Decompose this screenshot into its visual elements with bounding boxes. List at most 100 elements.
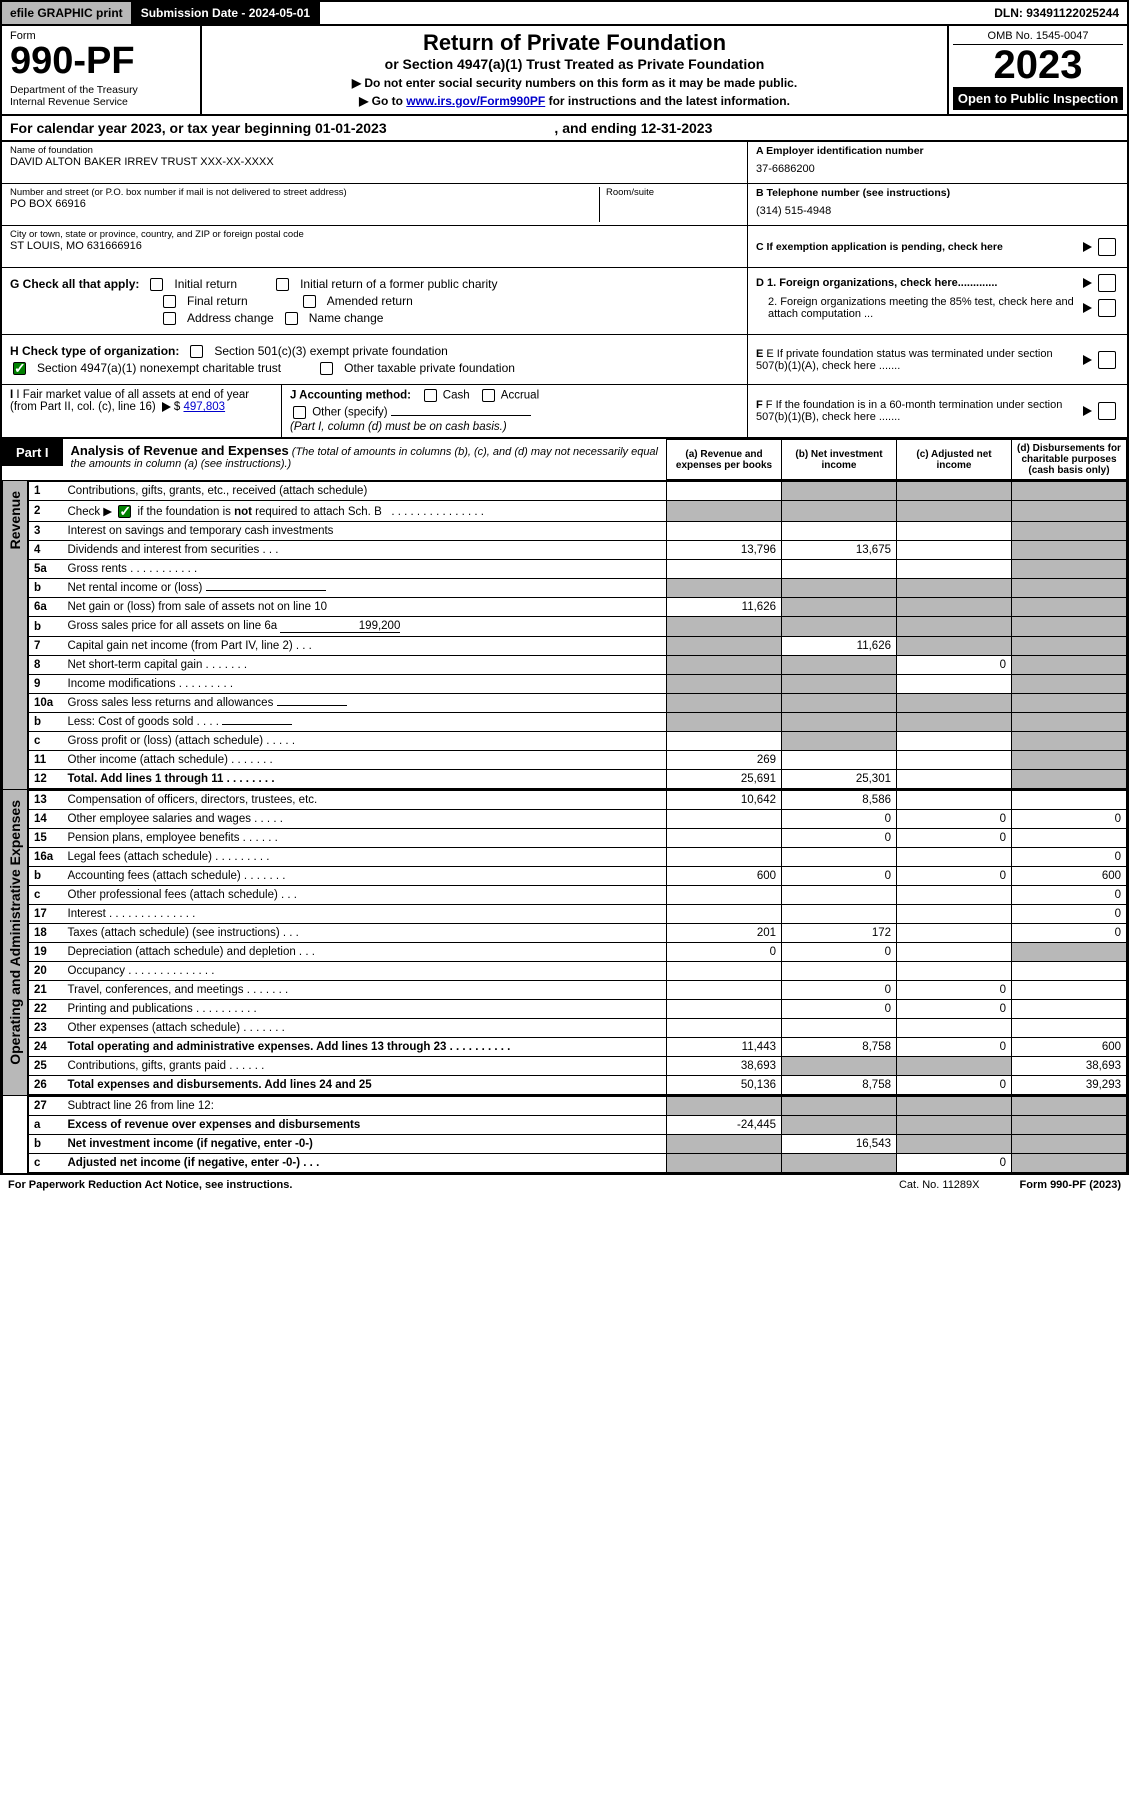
expenses-section: Operating and Administrative Expenses 13… (2, 790, 1127, 1096)
f-label: F F If the foundation is in a 60-month t… (756, 399, 1080, 423)
form-ref: Form 990-PF (2023) (1020, 1179, 1122, 1191)
open-public: Open to Public Inspection (953, 87, 1123, 110)
h-opt1: Section 501(c)(3) exempt private foundat… (214, 344, 447, 358)
addr: PO BOX 66916 (10, 198, 599, 210)
g-name-checkbox[interactable] (285, 312, 298, 325)
g-opt-0: Initial return (174, 277, 237, 291)
part1-title: Analysis of Revenue and Expenses (71, 443, 289, 458)
cy-end: 12-31-2023 (641, 120, 713, 136)
arrow-icon (1083, 242, 1092, 252)
instr-2-pre: ▶ Go to (359, 94, 406, 108)
j-other-checkbox[interactable] (293, 406, 306, 419)
revenue-section: Revenue 1Contributions, gifts, grants, e… (2, 481, 1127, 790)
col-c-hdr: (c) Adjusted net income (897, 440, 1012, 480)
j-note: (Part I, column (d) must be on cash basi… (290, 421, 739, 433)
cy-mid: , and ending (554, 120, 640, 136)
phone-label: B Telephone number (see instructions) (756, 187, 1119, 199)
room-label: Room/suite (606, 187, 739, 198)
name-label: Name of foundation (10, 145, 739, 156)
i-value[interactable]: 497,803 (184, 401, 226, 413)
irs-link[interactable]: www.irs.gov/Form990PF (406, 94, 545, 108)
g-address-checkbox[interactable] (163, 312, 176, 325)
form-subtitle: or Section 4947(a)(1) Trust Treated as P… (212, 56, 937, 72)
d2-checkbox[interactable] (1098, 299, 1116, 317)
form-number: 990-PF (10, 42, 192, 80)
foundation-name: DAVID ALTON BAKER IRREV TRUST XXX-XX-XXX… (10, 156, 739, 168)
g-label: G Check all that apply: (10, 277, 139, 291)
arrow-icon (1083, 355, 1092, 365)
form-title: Return of Private Foundation (212, 30, 937, 56)
g-opt-3: Amended return (327, 294, 413, 308)
city: ST LOUIS, MO 631666916 (10, 240, 739, 252)
col-a-hdr: (a) Revenue and expenses per books (667, 440, 782, 480)
arrow-icon (1083, 278, 1092, 288)
h-e-row: H Check type of organization: Section 50… (0, 335, 1129, 385)
part1-header: Part I Analysis of Revenue and Expenses … (2, 439, 1127, 481)
g-opt-2: Final return (187, 294, 248, 308)
top-bar: efile GRAPHIC print Submission Date - 20… (0, 0, 1129, 26)
revenue-vlabel: Revenue (2, 481, 28, 790)
line27-section: 27Subtract line 26 from line 12: aExcess… (2, 1096, 1127, 1174)
g-opt-4: Address change (187, 311, 274, 325)
calendar-year-row: For calendar year 2023, or tax year begi… (0, 116, 1129, 142)
g-final-checkbox[interactable] (163, 295, 176, 308)
d1-label: D 1. Foreign organizations, check here..… (756, 277, 1080, 289)
col-d-hdr: (d) Disbursements for charitable purpose… (1012, 440, 1127, 480)
line27-table: 27Subtract line 26 from line 12: aExcess… (28, 1096, 1127, 1174)
cy-begin: 01-01-2023 (315, 120, 387, 136)
expenses-table: 13Compensation of officers, directors, t… (28, 790, 1127, 1096)
j-label: J Accounting method: (290, 390, 411, 402)
h-4947-checkbox[interactable] (13, 362, 26, 375)
j-cash: Cash (443, 390, 470, 402)
f-checkbox[interactable] (1098, 402, 1116, 420)
ijf-row: I I Fair market value of all assets at e… (0, 385, 1129, 439)
c-label: C If exemption application is pending, c… (756, 241, 1080, 253)
h-opt3: Other taxable private foundation (344, 361, 515, 375)
arrow-icon (1083, 303, 1092, 313)
schb-checkbox[interactable] (118, 505, 131, 518)
cat-no: Cat. No. 11289X (899, 1179, 980, 1191)
revenue-table: 1Contributions, gifts, grants, etc., rec… (28, 481, 1127, 790)
page-footer: For Paperwork Reduction Act Notice, see … (0, 1174, 1129, 1195)
e-label: E E If private foundation status was ter… (756, 348, 1080, 372)
expenses-vlabel: Operating and Administrative Expenses (2, 790, 28, 1096)
arrow-icon (162, 402, 171, 412)
cy-pre: For calendar year 2023, or tax year begi… (10, 120, 315, 136)
h-501c3-checkbox[interactable] (190, 345, 203, 358)
instr-2: ▶ Go to www.irs.gov/Form990PF for instru… (212, 94, 937, 108)
ein: 37-6686200 (756, 163, 1119, 175)
submission-date: Submission Date - 2024-05-01 (133, 2, 320, 24)
g-initial-former-checkbox[interactable] (276, 278, 289, 291)
j-other: Other (specify) (312, 407, 387, 419)
h-label: H Check type of organization: (10, 344, 179, 358)
instr-1: ▶ Do not enter social security numbers o… (212, 76, 937, 90)
g-opt-5: Name change (309, 311, 384, 325)
g-d-row: G Check all that apply: Initial return I… (0, 268, 1129, 335)
g-initial-checkbox[interactable] (150, 278, 163, 291)
d2-label: 2. Foreign organizations meeting the 85%… (756, 296, 1080, 320)
col-b-hdr: (b) Net investment income (782, 440, 897, 480)
g-opt-1: Initial return of a former public charit… (300, 277, 497, 291)
j-cash-checkbox[interactable] (424, 389, 437, 402)
j-accrual-checkbox[interactable] (482, 389, 495, 402)
h-opt2: Section 4947(a)(1) nonexempt charitable … (37, 361, 281, 375)
d1-checkbox[interactable] (1098, 274, 1116, 292)
h-other-checkbox[interactable] (320, 362, 333, 375)
dept-treasury: Department of the Treasury Internal Reve… (10, 84, 192, 108)
j-accrual: Accrual (501, 390, 539, 402)
g-amended-checkbox[interactable] (303, 295, 316, 308)
ein-label: A Employer identification number (756, 145, 1119, 157)
e-checkbox[interactable] (1098, 351, 1116, 369)
form-header: Form 990-PF Department of the Treasury I… (0, 26, 1129, 116)
efile-label: efile GRAPHIC print (2, 2, 133, 24)
city-label: City or town, state or province, country… (10, 229, 739, 240)
id-block: Name of foundation DAVID ALTON BAKER IRR… (0, 142, 1129, 268)
pra-notice: For Paperwork Reduction Act Notice, see … (8, 1179, 292, 1191)
addr-label: Number and street (or P.O. box number if… (10, 187, 599, 198)
instr-2-post: for instructions and the latest informat… (545, 94, 790, 108)
phone: (314) 515-4948 (756, 205, 1119, 217)
part1-tab: Part I (2, 439, 63, 466)
c-checkbox[interactable] (1098, 238, 1116, 256)
dln: DLN: 93491122025244 (986, 2, 1127, 24)
tax-year: 2023 (953, 45, 1123, 85)
